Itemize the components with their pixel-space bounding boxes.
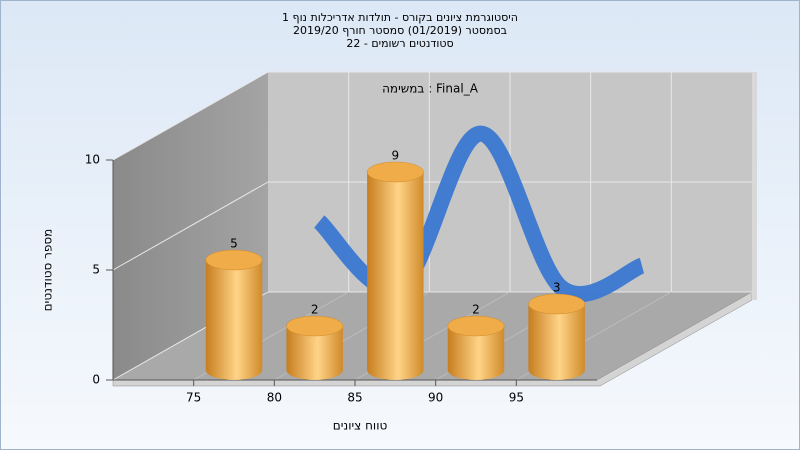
data-label: 9 [392, 149, 400, 163]
bar [205, 249, 263, 380]
bar [447, 315, 505, 380]
wall-edge [752, 72, 757, 300]
bar [286, 315, 344, 380]
chart-subtitle: סטודנטים רשומים - 22 [346, 37, 453, 50]
bar [366, 161, 424, 380]
x-tick-label: 85 [347, 391, 362, 405]
x-axis-label: טווח ציונים [333, 419, 388, 433]
bar [528, 293, 586, 380]
grid-line [112, 181, 269, 271]
data-label: 3 [553, 281, 561, 295]
annotation: Final_A : במשימה [382, 82, 479, 96]
y-tick-label: 0 [92, 373, 100, 387]
y-tick-label: 5 [92, 263, 100, 277]
data-label: 2 [472, 303, 480, 317]
y-tick-label: 10 [85, 153, 100, 167]
x-tick-label: 90 [428, 391, 443, 405]
data-label: 2 [311, 303, 319, 317]
x-tick-label: 75 [186, 391, 201, 405]
x-tick-label: 80 [267, 391, 282, 405]
chart-title: היסטוגרמת ציונים בקורס - תולדות אדריכלות… [282, 11, 518, 24]
chart-subtitle: בסמסטר (01/2019) סמסטר חורף 2019/20 [293, 24, 507, 37]
x-tick-label: 95 [509, 391, 524, 405]
data-label: 5 [230, 237, 238, 251]
y-axis-label: מספר סטודנטים [41, 229, 55, 312]
grid-line [112, 71, 269, 161]
